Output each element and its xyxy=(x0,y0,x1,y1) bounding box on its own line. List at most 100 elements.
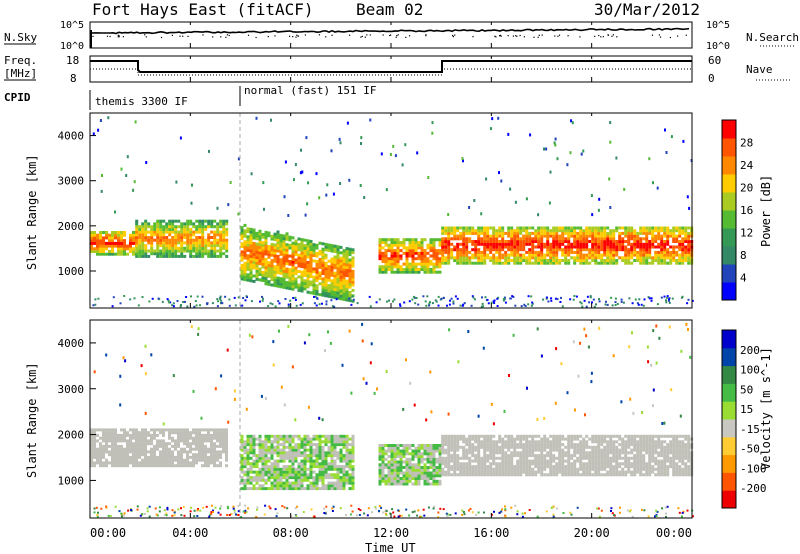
data-cell xyxy=(249,265,253,269)
data-cell xyxy=(573,250,577,254)
data-cell xyxy=(312,459,316,463)
colorbar-segment xyxy=(722,246,736,265)
data-cell xyxy=(462,229,466,233)
data-cell xyxy=(585,440,589,444)
noise-cell xyxy=(514,200,517,204)
data-cell xyxy=(531,440,535,444)
data-cell xyxy=(492,456,496,460)
data-cell xyxy=(612,231,616,235)
data-cell xyxy=(405,479,409,483)
data-cell xyxy=(429,455,433,458)
data-cell xyxy=(396,249,400,253)
data-cell xyxy=(240,272,244,276)
data-cell xyxy=(282,285,286,289)
noise-cell xyxy=(261,299,264,302)
data-cell xyxy=(519,456,523,460)
data-cell xyxy=(378,471,382,475)
data-cell xyxy=(606,253,610,257)
data-cell xyxy=(321,255,325,259)
data-cell xyxy=(180,233,184,237)
data-cell xyxy=(165,244,169,248)
data-cell xyxy=(396,243,400,247)
data-cell xyxy=(348,437,352,441)
data-cell xyxy=(468,459,472,463)
data-cell xyxy=(408,452,412,456)
data-cell xyxy=(345,260,349,264)
data-cell xyxy=(90,447,93,451)
data-cell xyxy=(132,458,135,462)
data-cell xyxy=(483,462,487,466)
data-cell xyxy=(345,285,349,288)
data-cell xyxy=(465,253,469,257)
data-cell xyxy=(276,459,280,463)
data-cell xyxy=(456,226,460,230)
data-cell xyxy=(273,437,277,441)
data-cell xyxy=(564,437,568,441)
data-cell xyxy=(681,237,685,241)
data-cell xyxy=(219,238,223,242)
data-cell xyxy=(114,442,117,446)
data-cell xyxy=(393,257,397,261)
data-cell xyxy=(576,451,580,455)
data-cell xyxy=(543,473,547,477)
data-cell xyxy=(315,451,319,455)
data-cell xyxy=(597,253,601,257)
data-cell xyxy=(435,479,439,483)
data-cell xyxy=(591,459,595,463)
noise-cell xyxy=(448,303,451,306)
data-cell xyxy=(291,287,295,291)
data-cell xyxy=(465,443,469,447)
noise-cell xyxy=(132,188,135,192)
data-cell xyxy=(291,481,295,485)
data-cell xyxy=(303,287,307,291)
noise-cell xyxy=(497,116,500,120)
noise-cell xyxy=(437,304,440,307)
data-cell xyxy=(273,476,277,480)
data-cell xyxy=(345,456,349,460)
data-cell xyxy=(456,434,460,438)
noise-cell xyxy=(496,297,499,300)
data-cell xyxy=(261,440,265,444)
data-cell xyxy=(165,236,169,239)
data-cell xyxy=(492,443,496,447)
data-cell xyxy=(531,248,535,252)
data-cell xyxy=(294,280,298,284)
data-cell xyxy=(216,225,220,229)
data-cell xyxy=(435,460,439,464)
data-cell xyxy=(447,234,451,238)
data-cell xyxy=(546,226,550,230)
data-cell xyxy=(288,281,292,285)
data-cell xyxy=(288,276,292,280)
data-cell xyxy=(195,227,199,231)
data-cell xyxy=(213,464,216,468)
data-cell xyxy=(216,241,220,245)
noise-cell xyxy=(543,147,545,151)
data-cell xyxy=(96,461,99,465)
data-cell xyxy=(516,434,520,438)
data-cell xyxy=(528,451,532,455)
data-cell xyxy=(666,226,670,230)
data-cell xyxy=(252,487,256,491)
data-cell xyxy=(483,445,487,449)
noise-cell xyxy=(237,157,240,161)
noise-cell xyxy=(219,295,222,298)
data-cell xyxy=(450,456,454,460)
data-cell xyxy=(165,225,169,229)
data-cell xyxy=(471,473,475,477)
data-cell xyxy=(114,244,117,248)
data-cell xyxy=(144,444,147,448)
data-cell xyxy=(540,250,544,254)
data-cell xyxy=(276,257,280,261)
noise-cell xyxy=(589,296,592,299)
data-cell xyxy=(507,465,511,469)
data-cell xyxy=(399,457,403,461)
data-cell xyxy=(657,237,661,241)
noise-cell xyxy=(650,299,653,302)
data-cell xyxy=(351,484,355,488)
data-cell xyxy=(417,257,421,261)
data-cell xyxy=(477,259,481,262)
data-cell xyxy=(225,464,228,468)
data-cell xyxy=(420,243,424,247)
data-cell xyxy=(336,294,340,297)
data-cell xyxy=(132,431,135,435)
